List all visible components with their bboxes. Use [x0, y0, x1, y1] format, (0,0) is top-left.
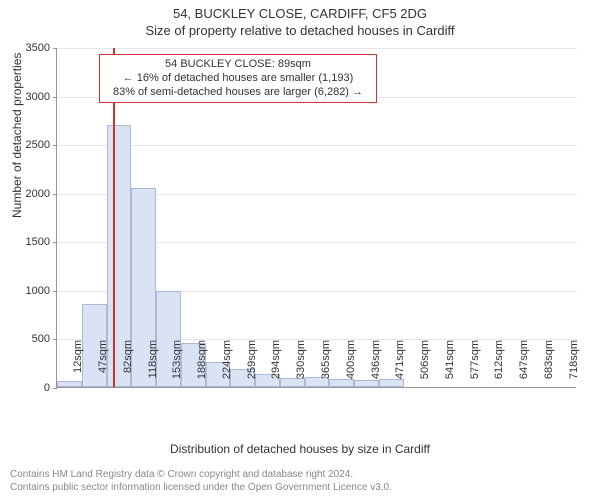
chart-container: 54, BUCKLEY CLOSE, CARDIFF, CF5 2DG Size…: [0, 0, 600, 500]
ytick-label: 1000: [14, 285, 50, 297]
ytick-mark: [53, 145, 57, 146]
annotation-line3: 83% of semi-detached houses are larger (…: [106, 86, 370, 100]
ytick-label: 1500: [14, 236, 50, 248]
ytick-label: 0: [14, 382, 50, 394]
ytick-mark: [53, 48, 57, 49]
ytick-mark: [53, 339, 57, 340]
xtick-label: 12sqm: [72, 340, 84, 390]
ytick-label: 500: [14, 333, 50, 345]
footer-line2: Contains public sector information licen…: [10, 481, 392, 494]
gridline: [57, 48, 577, 49]
xtick-label: 259sqm: [246, 340, 258, 390]
plot-area: 54 BUCKLEY CLOSE: 89sqm← 16% of detached…: [56, 48, 576, 388]
title-block: 54, BUCKLEY CLOSE, CARDIFF, CF5 2DG Size…: [0, 0, 600, 38]
xtick-label: 436sqm: [370, 340, 382, 390]
annotation-line2: ← 16% of detached houses are smaller (1,…: [106, 72, 370, 86]
xtick-label: 47sqm: [97, 340, 109, 390]
xtick-label: 647sqm: [518, 340, 530, 390]
xtick-label: 82sqm: [122, 340, 134, 390]
annotation-box: 54 BUCKLEY CLOSE: 89sqm← 16% of detached…: [99, 54, 377, 103]
title-main: 54, BUCKLEY CLOSE, CARDIFF, CF5 2DG: [0, 6, 600, 21]
xtick-label: 153sqm: [171, 340, 183, 390]
ytick-label: 2500: [14, 139, 50, 151]
xtick-label: 294sqm: [270, 340, 282, 390]
xtick-label: 365sqm: [320, 340, 332, 390]
xtick-label: 330sqm: [295, 340, 307, 390]
footer-line1: Contains HM Land Registry data © Crown c…: [10, 468, 392, 481]
xtick-label: 541sqm: [444, 340, 456, 390]
xtick-label: 612sqm: [493, 340, 505, 390]
ytick-mark: [53, 291, 57, 292]
title-sub: Size of property relative to detached ho…: [0, 23, 600, 38]
xtick-label: 506sqm: [419, 340, 431, 390]
xtick-label: 577sqm: [469, 340, 481, 390]
ytick-label: 2000: [14, 188, 50, 200]
x-axis-title: Distribution of detached houses by size …: [0, 442, 600, 456]
annotation-line1: 54 BUCKLEY CLOSE: 89sqm: [106, 58, 370, 72]
xtick-label: 683sqm: [543, 340, 555, 390]
ytick-mark: [53, 242, 57, 243]
ytick-mark: [53, 388, 57, 389]
xtick-label: 224sqm: [221, 340, 233, 390]
xtick-label: 400sqm: [345, 340, 357, 390]
chart-wrap: 54 BUCKLEY CLOSE: 89sqm← 16% of detached…: [56, 48, 576, 428]
xtick-label: 188sqm: [196, 340, 208, 390]
ytick-mark: [53, 97, 57, 98]
xtick-label: 718sqm: [568, 340, 580, 390]
ytick-mark: [53, 194, 57, 195]
xtick-label: 118sqm: [147, 340, 159, 390]
ytick-label: 3500: [14, 42, 50, 54]
ytick-label: 3000: [14, 91, 50, 103]
footer-attribution: Contains HM Land Registry data © Crown c…: [10, 468, 392, 494]
xtick-label: 471sqm: [394, 340, 406, 390]
gridline: [57, 145, 577, 146]
